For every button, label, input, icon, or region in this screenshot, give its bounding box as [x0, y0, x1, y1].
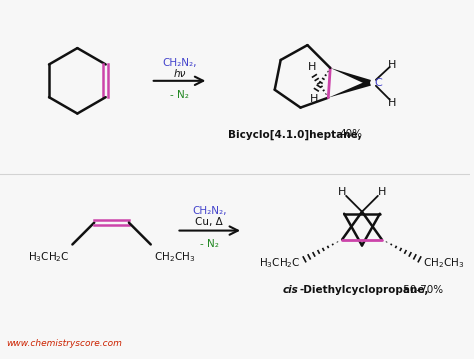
Text: - N₂: - N₂ — [170, 90, 189, 100]
Text: www.chemistryscore.com: www.chemistryscore.com — [6, 339, 122, 348]
Text: 40%: 40% — [339, 129, 362, 139]
Polygon shape — [328, 80, 371, 98]
Text: CH₂N₂,: CH₂N₂, — [162, 58, 197, 68]
Text: H: H — [310, 94, 319, 104]
Text: H: H — [388, 60, 396, 70]
Text: Cu, Δ: Cu, Δ — [195, 216, 223, 227]
Text: H: H — [378, 187, 386, 197]
Polygon shape — [330, 68, 371, 85]
Text: C: C — [374, 78, 382, 88]
Text: H: H — [388, 98, 396, 108]
Text: H: H — [338, 187, 346, 197]
Text: CH₂N₂,: CH₂N₂, — [192, 206, 227, 216]
Text: Bicyclo[4.1.0]heptane,: Bicyclo[4.1.0]heptane, — [228, 129, 362, 140]
Text: H: H — [308, 62, 317, 72]
Text: 50-70%: 50-70% — [400, 285, 443, 295]
Text: - N₂: - N₂ — [200, 239, 219, 250]
Text: cis: cis — [283, 285, 299, 295]
Text: CH$_2$CH$_3$: CH$_2$CH$_3$ — [154, 251, 195, 264]
Text: CH$_2$CH$_3$: CH$_2$CH$_3$ — [423, 256, 465, 270]
Text: H$_3$CH$_2$C: H$_3$CH$_2$C — [259, 256, 301, 270]
Text: -Diethylcyclopropane,: -Diethylcyclopropane, — [300, 285, 429, 295]
Text: H$_3$CH$_2$C: H$_3$CH$_2$C — [28, 251, 69, 264]
Text: hν: hν — [173, 69, 186, 79]
